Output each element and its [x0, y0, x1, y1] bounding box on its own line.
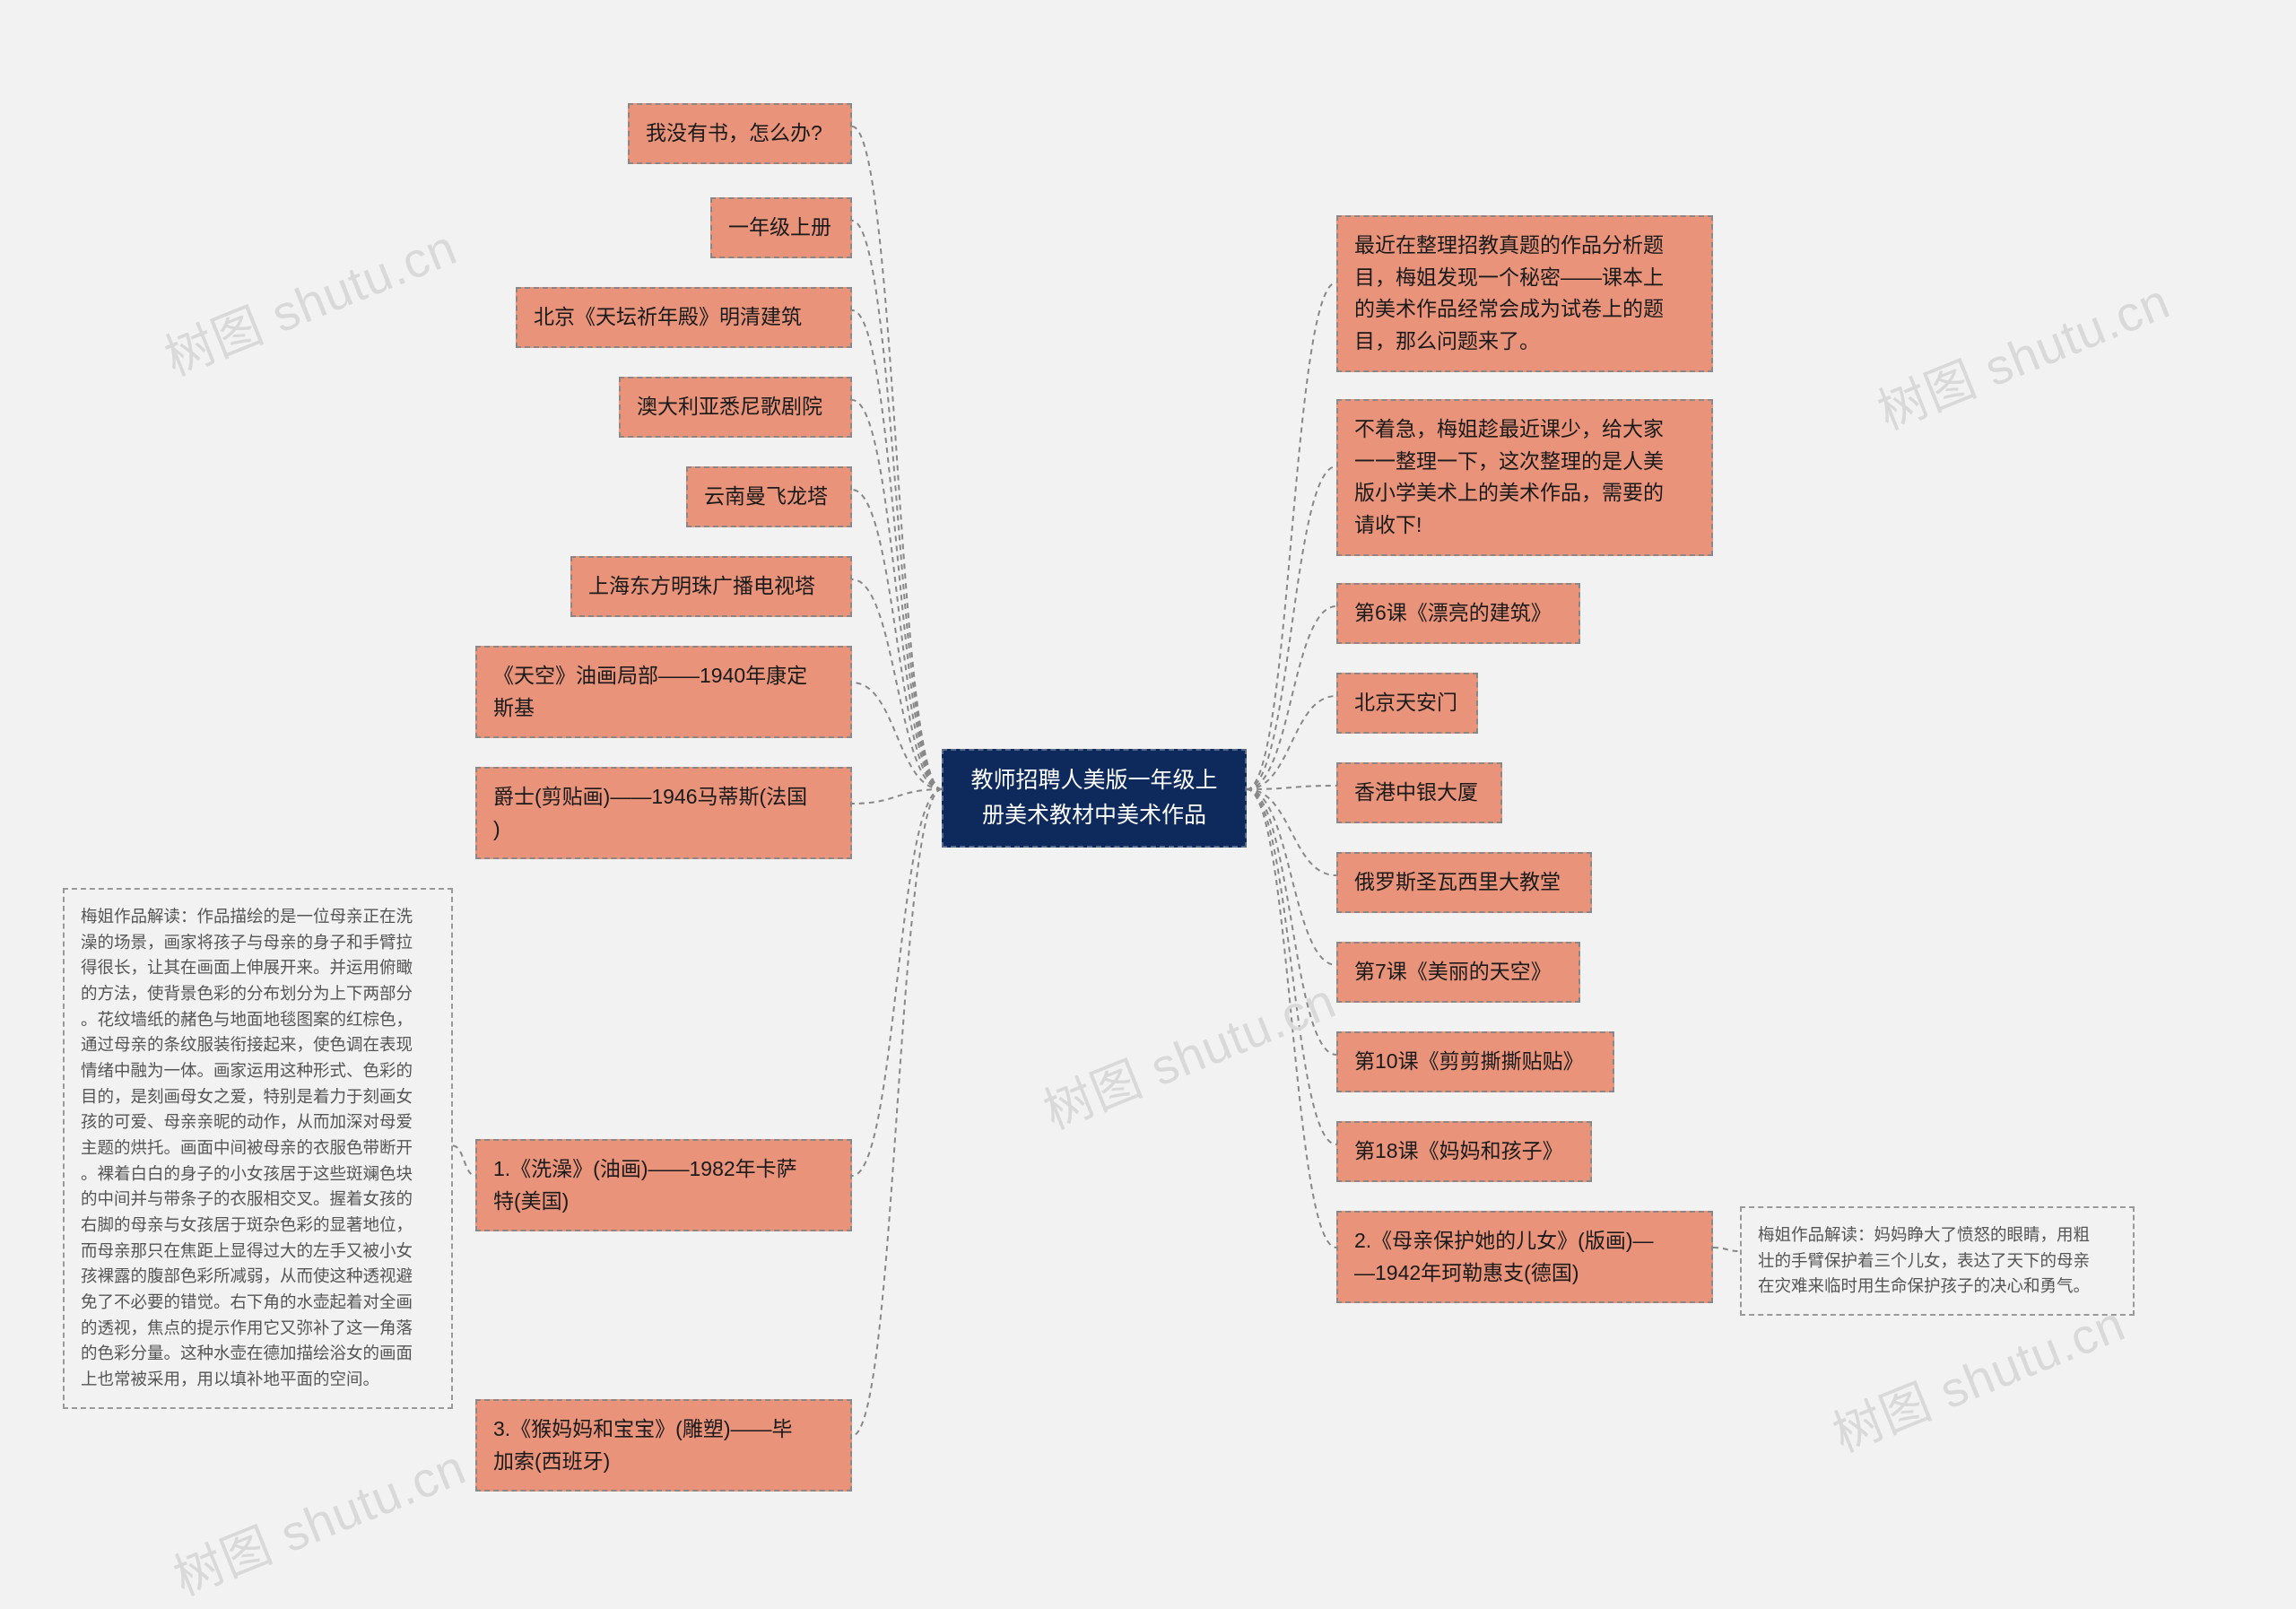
right-branch-node[interactable]: 2.《母亲保护她的儿女》(版画)——1942年珂勒惠支(德国)	[1336, 1211, 1713, 1303]
right-branch-node[interactable]: 第6课《漂亮的建筑》	[1336, 583, 1580, 644]
left-branch-node[interactable]: 爵士(剪贴画)——1946马蒂斯(法国)	[475, 767, 852, 859]
watermark: 树图 shutu.cn	[1031, 961, 1344, 1143]
right-branch-node[interactable]: 第10课《剪剪撕撕贴贴》	[1336, 1031, 1614, 1092]
right-branch-node[interactable]: 不着急，梅姐趁最近课少，给大家一一整理一下，这次整理的是人美版小学美术上的美术作…	[1336, 399, 1713, 556]
left-branch-node[interactable]: 3.《猴妈妈和宝宝》(雕塑)——毕加索(西班牙)	[475, 1399, 852, 1492]
watermark: 树图 shutu.cn	[161, 1427, 474, 1609]
note-node: 梅姐作品解读：作品描绘的是一位母亲正在洗澡的场景，画家将孩子与母亲的身子和手臂拉…	[63, 888, 453, 1409]
center-node[interactable]: 教师招聘人美版一年级上册美术教材中美术作品	[942, 749, 1247, 848]
right-branch-node[interactable]: 第18课《妈妈和孩子》	[1336, 1121, 1592, 1182]
left-branch-node[interactable]: 我没有书，怎么办?	[628, 103, 852, 164]
left-branch-node[interactable]: 澳大利亚悉尼歌剧院	[619, 377, 852, 438]
left-branch-node[interactable]: 1.《洗澡》(油画)——1982年卡萨特(美国)	[475, 1139, 852, 1231]
note-node: 梅姐作品解读：妈妈睁大了愤怒的眼睛，用粗壮的手臂保护着三个儿女，表达了天下的母亲…	[1740, 1206, 2135, 1316]
left-branch-node[interactable]: 《天空》油画局部——1940年康定斯基	[475, 646, 852, 738]
left-branch-node[interactable]: 云南曼飞龙塔	[686, 466, 852, 527]
right-branch-node[interactable]: 北京天安门	[1336, 673, 1478, 734]
right-branch-node[interactable]: 俄罗斯圣瓦西里大教堂	[1336, 852, 1592, 913]
right-branch-node[interactable]: 香港中银大厦	[1336, 762, 1502, 823]
watermark: 树图 shutu.cn	[152, 207, 465, 389]
right-branch-node[interactable]: 最近在整理招教真题的作品分析题目，梅姐发现一个秘密——课本上的美术作品经常会成为…	[1336, 215, 1713, 372]
left-branch-node[interactable]: 上海东方明珠广播电视塔	[570, 556, 852, 617]
watermark: 树图 shutu.cn	[1866, 261, 2179, 443]
left-branch-node[interactable]: 一年级上册	[710, 197, 852, 258]
left-branch-node[interactable]: 北京《天坛祈年殿》明清建筑	[516, 287, 852, 348]
right-branch-node[interactable]: 第7课《美丽的天空》	[1336, 942, 1580, 1003]
mindmap-canvas: 树图 shutu.cn 树图 shutu.cn 树图 shutu.cn 树图 s…	[0, 0, 2296, 1605]
